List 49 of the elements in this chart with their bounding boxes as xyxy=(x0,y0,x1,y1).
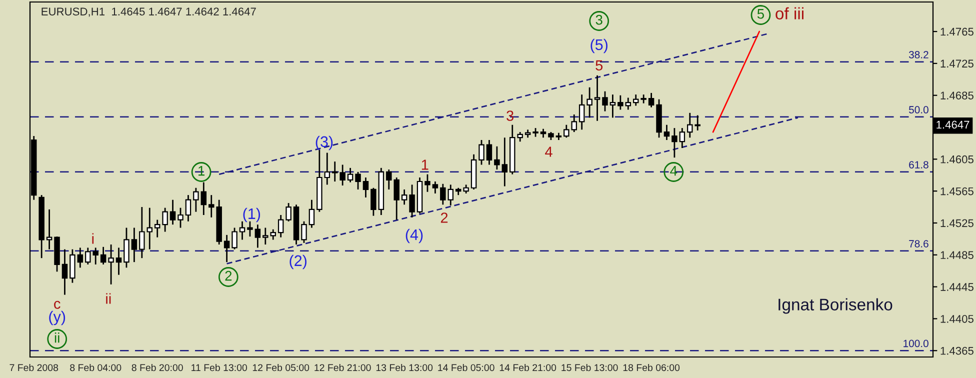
y-tick-label: 1.4685 xyxy=(940,92,974,100)
x-tick-label: 12 Feb 21:00 xyxy=(314,364,371,372)
y-tick-label: 1.4365 xyxy=(940,346,974,355)
x-tick-label: 11 Feb 13:00 xyxy=(192,364,248,372)
x-tick-label: 13 Feb 13:00 xyxy=(376,364,433,372)
annotation: ii xyxy=(54,332,60,343)
annotation: 3 xyxy=(506,110,514,121)
annotation: 1 xyxy=(422,160,428,170)
y-tick-label: 1.4565 xyxy=(940,187,974,196)
x-tick-label: 12 Feb 05:00 xyxy=(252,364,310,372)
annotation: 2 xyxy=(225,270,232,281)
y-tick-label: 1.4765 xyxy=(940,28,974,36)
y-tick-label: 1.4485 xyxy=(940,251,974,260)
x-tick-label: 14 Feb 21:00 xyxy=(500,364,556,372)
annotation: i xyxy=(92,233,94,244)
y-tick-label: 1.4445 xyxy=(940,283,974,291)
annotation: 5 xyxy=(596,60,603,71)
annotation: Ignat Borisenko xyxy=(778,298,892,314)
chart-title: EURUSD,H1 1.4645 1.4647 1.4642 1.4647 xyxy=(42,8,256,17)
annotation: 78.6 xyxy=(909,240,928,248)
x-tick-label: 14 Feb 05:00 xyxy=(438,364,494,372)
x-tick-label: 8 Feb 04:00 xyxy=(70,364,122,372)
annotation: (2) xyxy=(290,254,306,270)
annotation: 2 xyxy=(440,212,448,223)
annotation: 5 xyxy=(757,9,764,19)
annotation: 61.8 xyxy=(909,161,928,168)
x-tick-label: 18 Feb 06:00 xyxy=(623,364,680,372)
x-tick-label: 7 Feb 2008 xyxy=(10,364,58,372)
text: 1.4647 xyxy=(936,120,970,129)
annotation: ii xyxy=(106,293,111,304)
y-tick-label: 1.4605 xyxy=(940,155,974,164)
annotation: 38.2 xyxy=(908,51,928,58)
annotation: (y) xyxy=(49,310,66,326)
y-tick-label: 1.4405 xyxy=(940,314,974,323)
annotation: of iii xyxy=(776,7,804,20)
annotation: 4 xyxy=(670,166,678,176)
annotation: 4 xyxy=(545,146,552,157)
annotation: c xyxy=(54,300,60,309)
x-tick-label: 15 Feb 13:00 xyxy=(562,364,618,372)
annotation: 3 xyxy=(596,14,602,25)
y-tick-label: 1.4725 xyxy=(940,60,974,68)
x-tick-label: 8 Feb 20:00 xyxy=(132,364,183,372)
annotation: (1) xyxy=(243,208,260,222)
annotation: (5) xyxy=(590,38,608,54)
y-tick-label: 1.4525 xyxy=(940,219,974,228)
annotation: (4) xyxy=(406,228,423,244)
annotation: 50.0 xyxy=(908,106,928,114)
annotation: 100.0 xyxy=(904,340,928,348)
annotation: (3) xyxy=(316,136,333,150)
